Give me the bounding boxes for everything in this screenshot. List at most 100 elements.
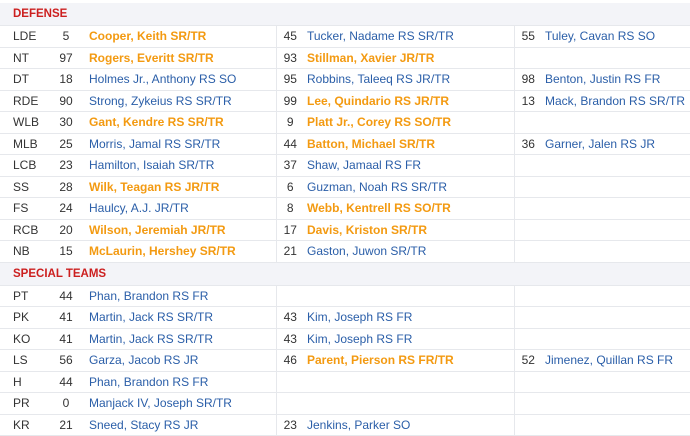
jersey-number: 37 xyxy=(276,154,304,177)
player-link[interactable]: Jenkins, Parker SO xyxy=(307,417,411,432)
player-link[interactable]: Kim, Joseph RS FR xyxy=(307,310,413,325)
player-cell: Garza, Jacob RS JR xyxy=(86,349,277,372)
player-cell xyxy=(542,240,690,263)
player-link[interactable]: Robbins, Taleeq RS JR/TR xyxy=(307,72,451,87)
player-link[interactable]: Morris, Jamal RS SR/TR xyxy=(89,136,221,151)
player-link[interactable]: Benton, Justin RS FR xyxy=(545,72,661,87)
player-link[interactable]: Kim, Joseph RS FR xyxy=(307,331,413,346)
player-link[interactable]: Sneed, Stacy RS JR xyxy=(89,417,199,432)
position-label: RCB xyxy=(0,219,46,241)
starter-player-link[interactable]: Rogers, Everitt SR/TR xyxy=(89,50,214,65)
player-cell xyxy=(542,306,690,329)
position-label: PT xyxy=(0,285,46,307)
starter-player-link[interactable]: Gant, Kendre RS SR/TR xyxy=(89,115,224,130)
starter-player-link[interactable]: Wilson, Jeremiah JR/TR xyxy=(89,222,226,237)
starter-player-link[interactable]: McLaurin, Hershey SR/TR xyxy=(89,244,236,259)
player-cell xyxy=(542,414,690,436)
jersey-number: 97 xyxy=(46,47,86,69)
section-header: SPECIAL TEAMS xyxy=(0,262,690,286)
player-cell xyxy=(304,392,515,415)
jersey-number: 24 xyxy=(46,197,86,220)
jersey-number: 21 xyxy=(276,240,304,263)
player-link[interactable]: Phan, Brandon RS FR xyxy=(89,288,209,303)
player-cell: McLaurin, Hershey SR/TR xyxy=(86,240,277,263)
jersey-number xyxy=(514,285,542,307)
jersey-number: 25 xyxy=(46,133,86,155)
depth-row: KR 21 Sneed, Stacy RS JR 23 Jenkins, Parker … xyxy=(0,414,690,436)
player-link[interactable]: Mack, Brandon RS SR/TR xyxy=(545,93,686,108)
player-link[interactable]: Tuley, Cavan RS SO xyxy=(545,29,656,44)
jersey-number: 13 xyxy=(514,90,542,112)
player-link[interactable]: Shaw, Jamaal RS FR xyxy=(307,158,422,173)
player-cell: Phan, Brandon RS FR xyxy=(86,371,277,393)
depth-row: SS 28 Wilk, Teagan RS JR/TR 6 Guzman, Noah R… xyxy=(0,176,690,198)
player-cell: Kim, Joseph RS FR xyxy=(304,306,515,329)
starter-player-link[interactable]: Wilk, Teagan RS JR/TR xyxy=(89,179,220,194)
jersey-number: 30 xyxy=(46,111,86,134)
position-label: SS xyxy=(0,176,46,198)
player-link[interactable]: Hamilton, Isaiah SR/TR xyxy=(89,158,215,173)
jersey-number: 15 xyxy=(46,240,86,263)
player-cell xyxy=(542,392,690,415)
player-link[interactable]: Guzman, Noah RS SR/TR xyxy=(307,179,448,194)
depth-chart-body: DEFENSE LDE 5 Cooper, Keith SR/TR 45 Tucker, … xyxy=(0,3,690,436)
section-title: SPECIAL TEAMS xyxy=(0,262,690,286)
player-link[interactable]: Holmes Jr., Anthony RS SO xyxy=(89,72,237,87)
jersey-number: 44 xyxy=(46,285,86,307)
depth-chart-table: DEFENSE LDE 5 Cooper, Keith SR/TR 45 Tucker, … xyxy=(0,3,690,436)
position-label: PR xyxy=(0,392,46,415)
jersey-number: 17 xyxy=(276,219,304,241)
position-label: FS xyxy=(0,197,46,220)
position-label: PK xyxy=(0,306,46,329)
player-cell: Parent, Pierson RS FR/TR xyxy=(304,349,515,372)
player-link[interactable]: Phan, Brandon RS FR xyxy=(89,374,209,389)
player-link[interactable]: Martin, Jack RS SR/TR xyxy=(89,310,214,325)
player-link[interactable]: Jimenez, Quillan RS FR xyxy=(545,353,674,368)
player-link[interactable]: Garner, Jalen RS JR xyxy=(545,136,656,151)
starter-player-link[interactable]: Batton, Michael SR/TR xyxy=(307,136,436,151)
jersey-number: 52 xyxy=(514,349,542,372)
jersey-number xyxy=(514,392,542,415)
player-link[interactable]: Tucker, Nadame RS SR/TR xyxy=(307,29,454,44)
jersey-number xyxy=(514,371,542,393)
player-cell: Phan, Brandon RS FR xyxy=(86,285,277,307)
depth-row: RDE 90 Strong, Zykeius RS SR/TR 99 Lee, Quin… xyxy=(0,90,690,112)
player-link[interactable]: Manjack IV, Joseph SR/TR xyxy=(89,396,232,411)
jersey-number: 5 xyxy=(46,25,86,48)
jersey-number: 93 xyxy=(276,47,304,69)
player-cell: Gant, Kendre RS SR/TR xyxy=(86,111,277,134)
player-cell xyxy=(542,371,690,393)
jersey-number: 6 xyxy=(276,176,304,198)
player-link[interactable]: Martin, Jack RS SR/TR xyxy=(89,331,214,346)
starter-player-link[interactable]: Webb, Kentrell RS SO/TR xyxy=(307,201,451,216)
jersey-number: 46 xyxy=(276,349,304,372)
player-link[interactable]: Gaston, Juwon SR/TR xyxy=(307,244,427,259)
depth-row: LDE 5 Cooper, Keith SR/TR 45 Tucker, Nadame … xyxy=(0,25,690,48)
player-cell xyxy=(542,328,690,350)
player-cell: Morris, Jamal RS SR/TR xyxy=(86,133,277,155)
player-link[interactable]: Strong, Zykeius RS SR/TR xyxy=(89,93,232,108)
depth-row: PT 44 Phan, Brandon RS FR xyxy=(0,285,690,307)
player-cell: Kim, Joseph RS FR xyxy=(304,328,515,350)
player-link[interactable]: Haulcy, A.J. JR/TR xyxy=(89,201,189,216)
starter-player-link[interactable]: Lee, Quindario RS JR/TR xyxy=(307,93,450,108)
player-link[interactable]: Garza, Jacob RS JR xyxy=(89,353,199,368)
player-cell: Cooper, Keith SR/TR xyxy=(86,25,277,48)
starter-player-link[interactable]: Platt Jr., Corey RS SO/TR xyxy=(307,115,452,130)
jersey-number: 20 xyxy=(46,219,86,241)
jersey-number xyxy=(514,176,542,198)
jersey-number xyxy=(514,219,542,241)
player-cell: Jenkins, Parker SO xyxy=(304,414,515,436)
starter-player-link[interactable]: Cooper, Keith SR/TR xyxy=(89,29,207,44)
jersey-number: 95 xyxy=(276,68,304,91)
jersey-number: 43 xyxy=(276,328,304,350)
jersey-number xyxy=(514,240,542,263)
starter-player-link[interactable]: Parent, Pierson RS FR/TR xyxy=(307,353,454,368)
starter-player-link[interactable]: Davis, Kriston SR/TR xyxy=(307,222,428,237)
position-label: RDE xyxy=(0,90,46,112)
player-cell xyxy=(542,285,690,307)
jersey-number: 99 xyxy=(276,90,304,112)
depth-row: FS 24 Haulcy, A.J. JR/TR 8 Webb, Kentrell RS… xyxy=(0,197,690,220)
section-header: DEFENSE xyxy=(0,3,690,26)
starter-player-link[interactable]: Stillman, Xavier JR/TR xyxy=(307,50,435,65)
